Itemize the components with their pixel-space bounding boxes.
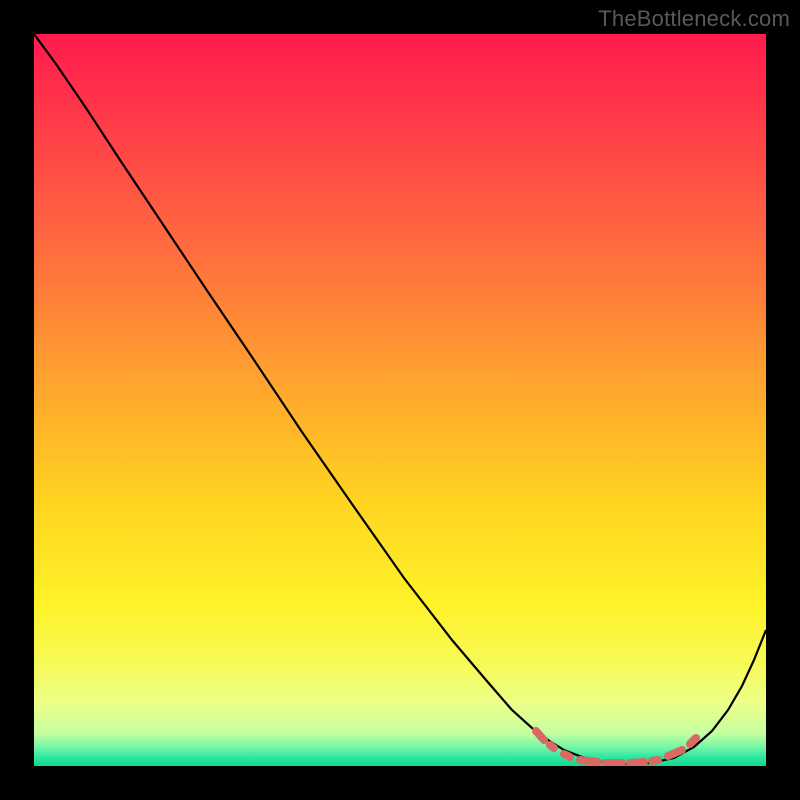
gradient-plot bbox=[34, 34, 766, 766]
gradient-rect bbox=[34, 34, 766, 766]
watermark-text: TheBottleneck.com bbox=[598, 6, 790, 32]
chart-frame: TheBottleneck.com bbox=[0, 0, 800, 800]
plot-svg bbox=[34, 34, 766, 766]
